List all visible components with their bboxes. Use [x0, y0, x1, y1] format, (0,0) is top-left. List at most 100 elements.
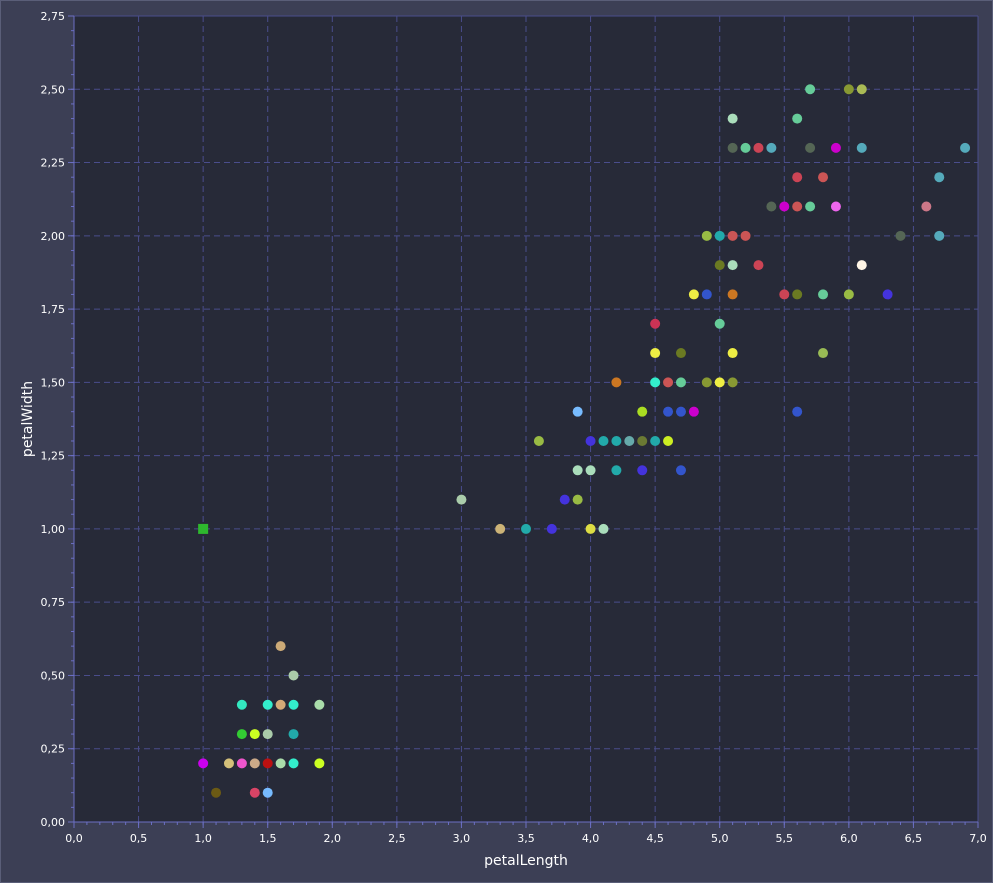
x-tick-label: 3,5 [517, 832, 535, 845]
data-point [843, 84, 854, 95]
x-tick-label: 6,0 [840, 832, 858, 845]
y-tick-label: 0,75 [41, 596, 66, 609]
data-point [714, 230, 725, 241]
data-point [675, 465, 686, 476]
y-tick-label: 1,75 [41, 303, 66, 316]
x-tick-label: 6,5 [905, 832, 923, 845]
data-point [198, 758, 209, 769]
data-point [572, 465, 583, 476]
data-point [960, 142, 971, 153]
data-point [288, 699, 299, 710]
data-point [236, 729, 247, 740]
data-point [236, 699, 247, 710]
data-point [637, 465, 648, 476]
x-tick-label: 0,5 [130, 832, 148, 845]
data-point [779, 289, 790, 300]
data-point [611, 435, 622, 446]
data-point [766, 142, 777, 153]
y-axis-title: petalWidth [20, 381, 36, 457]
x-tick-label: 2,5 [388, 832, 406, 845]
data-point [753, 142, 764, 153]
data-point [495, 523, 506, 534]
data-point [585, 435, 596, 446]
data-point [262, 787, 273, 798]
data-point [856, 84, 867, 95]
data-point [288, 758, 299, 769]
data-point [650, 435, 661, 446]
data-point [559, 494, 570, 505]
data-point [624, 435, 635, 446]
data-point [598, 435, 609, 446]
data-point [637, 435, 648, 446]
data-point [805, 142, 816, 153]
axes: 0,0 0,5 1,0 1,5 2,0 2,5 3,0 3,5 4,0 4,5 5,0 5,5 6,0 6… [41, 10, 987, 845]
data-point [236, 758, 247, 769]
data-point [727, 377, 738, 388]
data-points [198, 84, 971, 798]
data-point [830, 142, 841, 153]
data-point [585, 523, 596, 534]
data-point [701, 289, 712, 300]
x-tick-label: 7,0 [969, 832, 987, 845]
data-point [701, 377, 712, 388]
x-tick-label: 1,5 [259, 832, 277, 845]
y-tick-label: 2,50 [41, 83, 66, 96]
data-point [792, 201, 803, 212]
data-point [727, 348, 738, 359]
data-point [740, 142, 751, 153]
data-point [211, 787, 222, 798]
y-tick-label: 1,00 [41, 523, 66, 536]
data-point [701, 230, 712, 241]
data-point [934, 230, 945, 241]
data-point [572, 494, 583, 505]
data-point [688, 289, 699, 300]
data-point [675, 377, 686, 388]
data-point [650, 377, 661, 388]
data-point [753, 260, 764, 271]
data-point [663, 406, 674, 417]
data-point [882, 289, 893, 300]
x-tick-label: 5,0 [711, 832, 729, 845]
data-point [675, 348, 686, 359]
data-point [675, 406, 686, 417]
data-point [792, 113, 803, 124]
data-point [805, 201, 816, 212]
data-point [521, 523, 531, 534]
data-point [714, 318, 725, 329]
data-point [288, 729, 299, 740]
data-point [921, 201, 932, 212]
data-point [585, 465, 596, 476]
data-point [818, 348, 829, 359]
data-point [714, 377, 725, 388]
data-point [533, 435, 544, 446]
data-point [727, 289, 738, 300]
data-point [262, 758, 273, 769]
x-tick-label: 2,0 [324, 832, 342, 845]
y-tick-label: 1,50 [41, 376, 66, 389]
data-point [934, 172, 945, 183]
data-point [740, 230, 751, 241]
data-point [650, 348, 661, 359]
y-tick-label: 2,00 [41, 230, 66, 243]
data-point [198, 523, 209, 534]
data-point [856, 142, 867, 153]
data-point [792, 406, 803, 417]
data-point [314, 699, 325, 710]
data-point [275, 699, 286, 710]
data-point [262, 729, 273, 740]
y-tick-label: 0,00 [41, 816, 66, 829]
data-point [275, 641, 286, 652]
data-point [792, 289, 803, 300]
y-tick-label: 0,50 [41, 669, 66, 682]
data-point [714, 260, 725, 271]
data-point [830, 201, 841, 212]
data-point [663, 435, 674, 446]
x-tick-label: 5,5 [776, 832, 794, 845]
y-tick-label: 2,75 [41, 10, 66, 23]
x-tick-label: 1,0 [194, 832, 212, 845]
data-point [611, 377, 622, 388]
y-tick-label: 2,25 [41, 157, 66, 170]
data-point [650, 318, 661, 329]
data-point [818, 172, 829, 183]
